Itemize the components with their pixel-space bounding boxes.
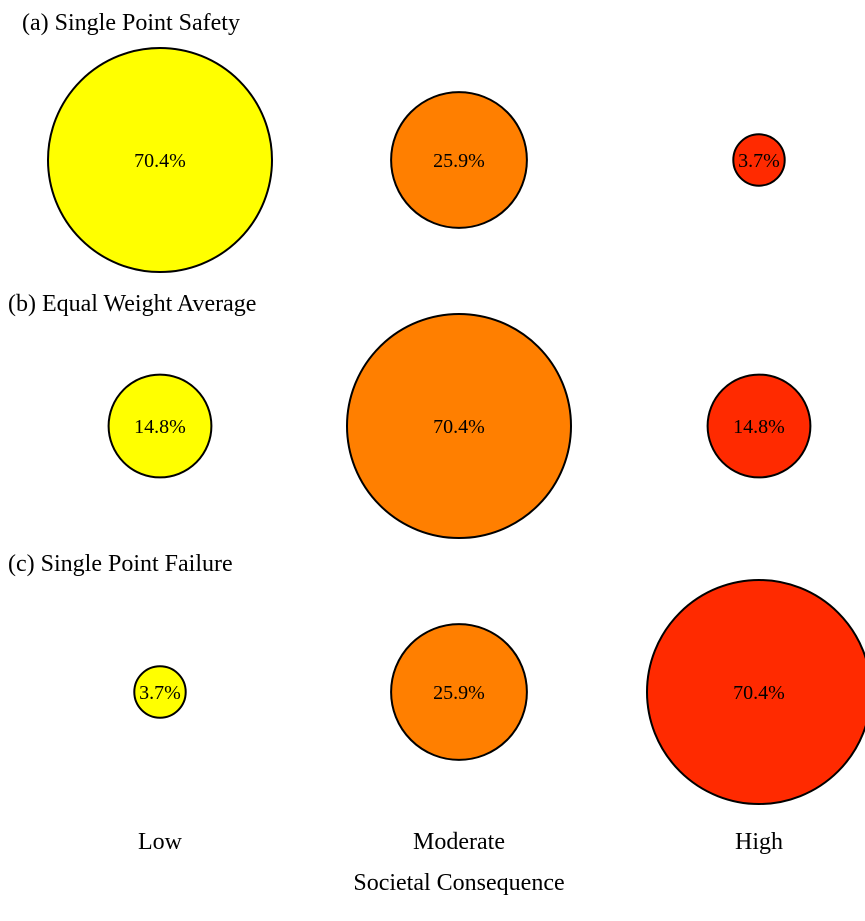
bubble-value-label: 25.9% [433,682,485,704]
panel-1: (a) Single Point Safety 70.4% 25.9% 3.7% [22,10,786,273]
bubble-value-label: 70.4% [433,416,485,438]
category-label-high: High [735,829,783,855]
chart-panels: (a) Single Point Safety 70.4% 25.9% 3.7% (b)… [8,10,865,805]
bubble-value-label: 25.9% [433,150,485,172]
panel-2: (b) Equal Weight Average 14.8% 70.4% 14.8% [8,291,812,539]
bubble-high [706,373,812,479]
panel-title: (c) Single Point Failure [8,551,233,577]
bubble-high [646,579,865,805]
bubble-low [107,373,213,479]
bubble-moderate [390,623,528,761]
bubble-moderate [346,313,572,539]
bubble-value-label: 14.8% [733,416,785,438]
bubble-high [732,133,786,187]
bubble-value-label: 3.7% [139,682,181,704]
category-label-moderate: Moderate [413,829,505,855]
category-label-low: Low [138,829,183,855]
bubble-moderate [390,91,528,229]
panel-title: (b) Equal Weight Average [8,291,256,317]
bubble-value-label: 3.7% [738,150,780,172]
bubble-value-label: 70.4% [733,682,785,704]
x-axis-title: Societal Consequence [353,870,564,896]
bubble-value-label: 14.8% [134,416,186,438]
category-axis: Low Moderate High [138,829,783,855]
panel-title: (a) Single Point Safety [22,10,240,36]
panel-3: (c) Single Point Failure 3.7% 25.9% 70.4% [8,551,865,805]
bubble-value-label: 70.4% [134,150,186,172]
bubble-low [133,665,187,719]
bubble-low [47,47,273,273]
